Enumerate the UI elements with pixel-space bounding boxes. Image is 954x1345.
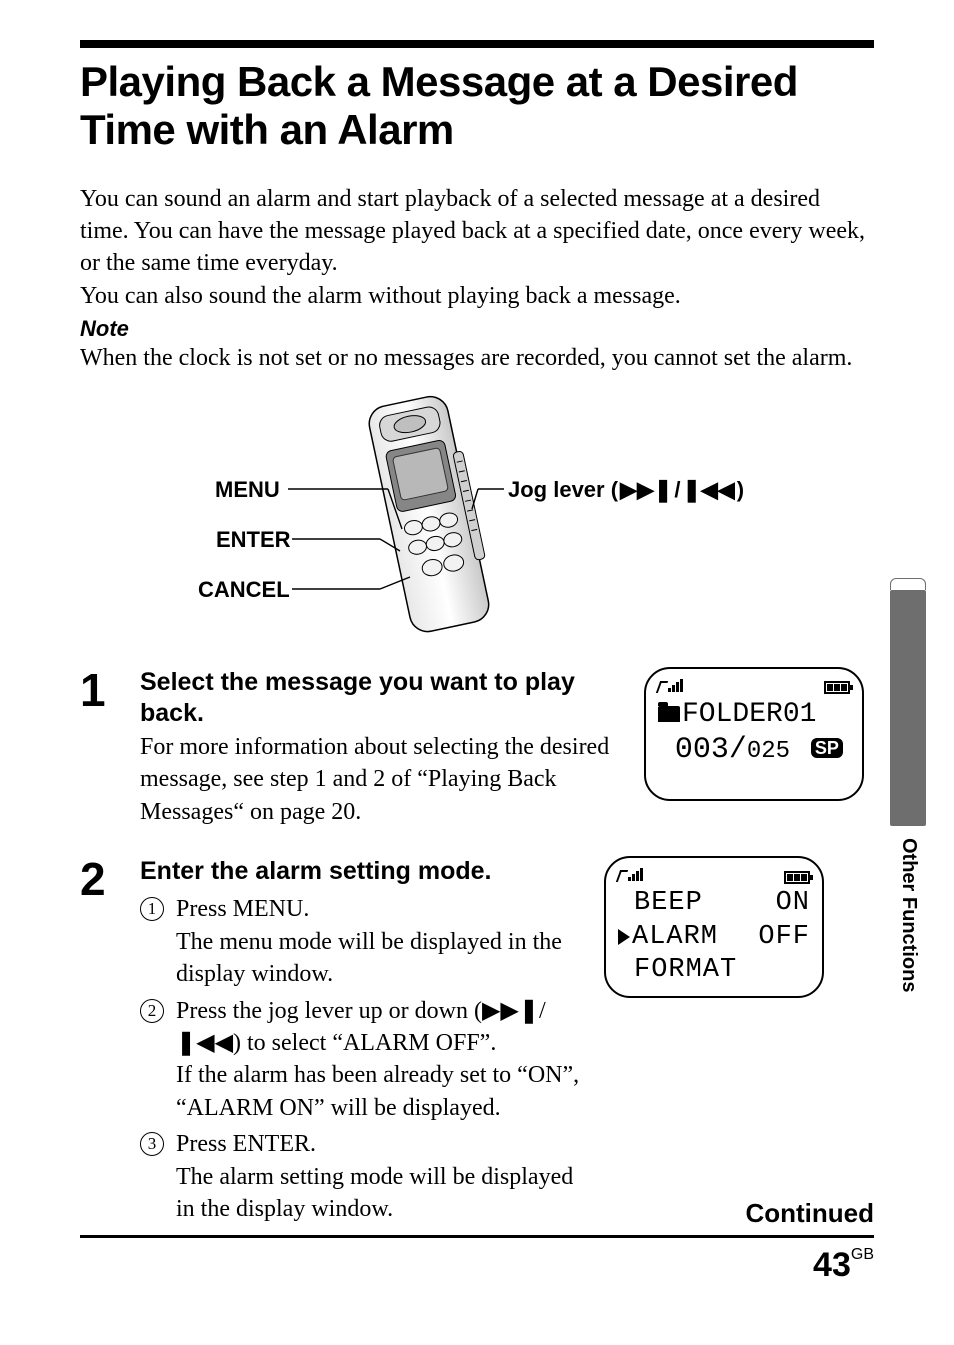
intro-text: You can sound an alarm and start playbac… bbox=[80, 183, 874, 313]
substep-1: 1 Press MENU.The menu mode will be displ… bbox=[140, 893, 590, 990]
battery-icon bbox=[784, 871, 810, 884]
menu-row-format: FORMAT bbox=[618, 954, 810, 986]
device-diagram: MENU ENTER CANCEL Jog lever ( ▶▶❚ / ❚◀◀ … bbox=[80, 389, 874, 649]
section-tab-label: Other Functions bbox=[897, 838, 920, 992]
note-label: Note bbox=[80, 316, 874, 342]
page-footer: Continued 43GB bbox=[80, 1198, 874, 1285]
circled-number: 3 bbox=[140, 1132, 164, 1156]
folder-icon bbox=[658, 706, 680, 722]
substep-list: 1 Press MENU.The menu mode will be displ… bbox=[140, 893, 590, 1225]
lcd-folder-line: FOLDER01 bbox=[658, 699, 850, 731]
step-1: 1 Select the message you want to play ba… bbox=[80, 667, 874, 829]
lcd-folder-display: FOLDER01 003/025 SP bbox=[644, 667, 864, 802]
substep-2: 2 Press the jog lever up or down (▶▶❚/❚◀… bbox=[140, 995, 590, 1125]
sp-badge: SP bbox=[811, 738, 843, 759]
step-text: For more information about selecting the… bbox=[140, 731, 630, 828]
battery-icon bbox=[824, 681, 850, 694]
menu-row-alarm: ALARM OFF bbox=[618, 921, 810, 953]
page-number: 43GB bbox=[80, 1246, 874, 1285]
title-rule bbox=[80, 40, 874, 48]
circled-number: 1 bbox=[140, 897, 164, 921]
circled-number: 2 bbox=[140, 999, 164, 1023]
page-title: Playing Back a Message at a Desired Time… bbox=[80, 58, 874, 155]
lcd-counter-line: 003/025 SP bbox=[658, 733, 850, 768]
footer-rule bbox=[80, 1235, 874, 1238]
manual-page: Playing Back a Message at a Desired Time… bbox=[0, 0, 954, 1345]
menu-row-beep: BEEP ON bbox=[618, 887, 810, 919]
section-tab bbox=[890, 590, 926, 826]
cursor-icon bbox=[618, 929, 630, 945]
signal-icon bbox=[658, 679, 683, 697]
signal-icon bbox=[618, 868, 643, 886]
step-number: 1 bbox=[80, 667, 126, 713]
step-heading: Enter the alarm setting mode. bbox=[140, 856, 590, 887]
step-number: 2 bbox=[80, 856, 126, 902]
step-2: 2 Enter the alarm setting mode. 1 Press … bbox=[80, 856, 874, 1229]
continued-label: Continued bbox=[80, 1198, 874, 1229]
lcd-menu-display: BEEP ON ALARM OFF FORMAT bbox=[604, 856, 824, 998]
lead-lines bbox=[80, 389, 880, 649]
step-heading: Select the message you want to play back… bbox=[140, 667, 630, 730]
note-text: When the clock is not set or no messages… bbox=[80, 342, 874, 374]
